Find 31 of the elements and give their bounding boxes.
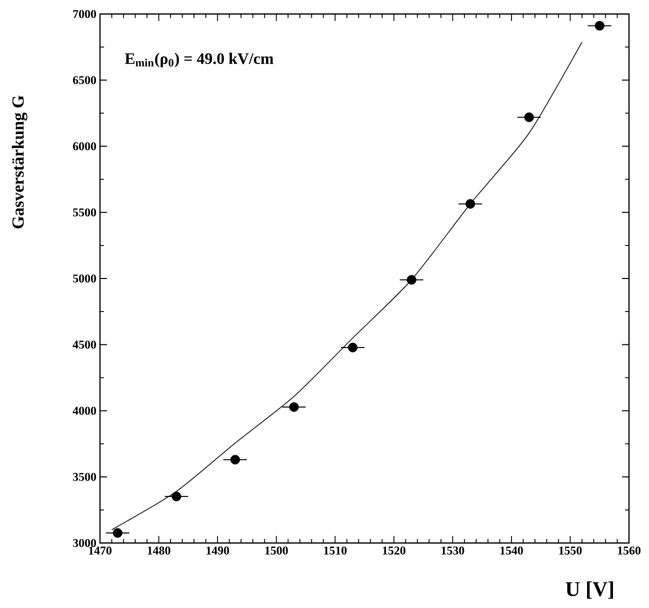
point — [112, 528, 122, 538]
y-tick-label: 7000 — [73, 10, 96, 18]
x-tick-label: 1520 — [382, 546, 406, 555]
y-tick-label: 3000 — [73, 538, 96, 548]
y-tick-label: 4500 — [72, 340, 96, 349]
y-tick-label: 5500 — [73, 208, 96, 216]
point — [406, 275, 416, 285]
annotation: E$_{min}$(ρ$_{0}$) = 49.0 kV/cm — [124, 52, 274, 68]
x-tick-label: 1540 — [500, 546, 523, 555]
x-tick-label: 1510 — [324, 546, 347, 555]
point — [348, 342, 358, 352]
y-tick-label: 3500 — [73, 472, 96, 481]
x-tick-label: 1490 — [206, 546, 230, 555]
x-tick-label: 1560 — [618, 546, 640, 555]
y-tick-label: 4000 — [72, 406, 96, 415]
x-tick-label: 1550 — [559, 546, 582, 555]
x-tick-label: 1500 — [265, 546, 288, 555]
point — [172, 492, 182, 502]
x-axis-title: U [V] — [566, 581, 613, 599]
y-tick-label: 5000 — [73, 274, 96, 283]
y-tick-label: 6500 — [72, 76, 96, 84]
point — [466, 199, 476, 209]
x-tick-label: 1480 — [148, 546, 170, 555]
point — [230, 454, 240, 464]
point — [289, 402, 299, 412]
y-axis-title: Gasverstärkung G — [12, 96, 28, 228]
x-tick-label: 1530 — [442, 546, 464, 555]
point — [594, 20, 604, 31]
point — [524, 112, 534, 122]
y-tick-label: 6000 — [72, 142, 96, 150]
x-tick-label: 1470 — [89, 546, 112, 555]
